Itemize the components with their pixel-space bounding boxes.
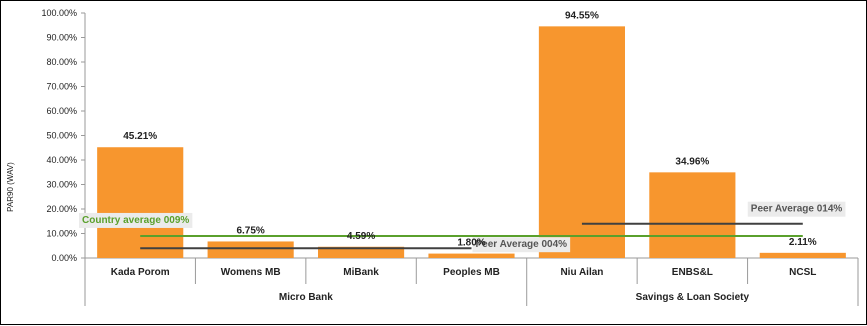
data-label-ncsl: 2.11% xyxy=(789,237,817,248)
bar-mibank xyxy=(318,246,405,258)
bar-womens-mb xyxy=(207,241,294,258)
data-labels: 45.21% 6.75% 4.59% 1.80% 94.55% 34.96% 2.11% xyxy=(123,10,817,248)
data-label-enbs-l: 34.96% xyxy=(675,156,709,167)
x-axis-categories: Kada Porom Womens MB MiBank Peoples MB Niu A… xyxy=(111,267,817,278)
y-tick-label: 40.00% xyxy=(46,155,77,165)
x-tick-label-niu-ailan: Niu Ailan xyxy=(560,267,603,278)
y-tick-label: 50.00% xyxy=(46,131,77,141)
reference-lines: Country average 009% Peer Average 004% Pee… xyxy=(79,201,846,253)
x-tick-label-womens-mb: Womens MB xyxy=(221,267,281,278)
y-tick-label: 20.00% xyxy=(46,204,77,214)
reference-label-country-average-009: Country average 009% xyxy=(82,215,189,226)
x-tick-label-ncsl: NCSL xyxy=(789,267,816,278)
y-tick-label: 30.00% xyxy=(46,180,77,190)
y-tick-label: 60.00% xyxy=(46,106,77,116)
reference-label-box xyxy=(747,201,846,217)
reference-label-box xyxy=(472,237,571,253)
data-label-womens-mb: 6.75% xyxy=(236,225,264,236)
reference-label-peer-average-004: Peer Average 004% xyxy=(476,239,568,250)
y-tick-label: 0.00% xyxy=(51,253,77,263)
y-tick-label: 80.00% xyxy=(46,57,77,67)
x-tick-label-peoples-mb: Peoples MB xyxy=(443,267,500,278)
bar-peoples-mb xyxy=(428,253,515,258)
y-axis-title: PAR90 (WAV) xyxy=(6,162,15,212)
y-tick-label: 10.00% xyxy=(46,229,77,239)
x-tick-label-enbs-l: ENBS&L xyxy=(672,267,713,278)
bar-ncsl xyxy=(759,252,846,258)
x-tick-label-mibank: MiBank xyxy=(343,267,379,278)
data-label-mibank: 4.59% xyxy=(347,231,375,242)
data-label-peoples-mb: 1.80% xyxy=(457,238,485,249)
bar-niu-ailan xyxy=(538,26,625,259)
data-label-niu-ailan: 94.55% xyxy=(565,10,599,21)
y-tick-label: 90.00% xyxy=(46,33,77,43)
bar-kada-porom xyxy=(97,147,184,258)
reference-label-peer-average-014: Peer Average 014% xyxy=(751,204,843,215)
bar-enbs-l xyxy=(649,172,736,258)
x-group-label-savings-loan-society: Savings & Loan Society xyxy=(636,292,750,303)
data-label-kada-porom: 45.21% xyxy=(123,131,157,142)
bars xyxy=(97,26,846,259)
x-group-label-micro-bank: Micro Bank xyxy=(279,292,333,303)
reference-label-box xyxy=(79,212,193,228)
x-axis-groups: Micro Bank Savings & Loan Society xyxy=(279,292,750,303)
y-tick-label: 70.00% xyxy=(46,82,77,92)
x-tick-label-kada-porom: Kada Porom xyxy=(111,267,170,278)
y-tick-label: 100.00% xyxy=(41,8,77,18)
